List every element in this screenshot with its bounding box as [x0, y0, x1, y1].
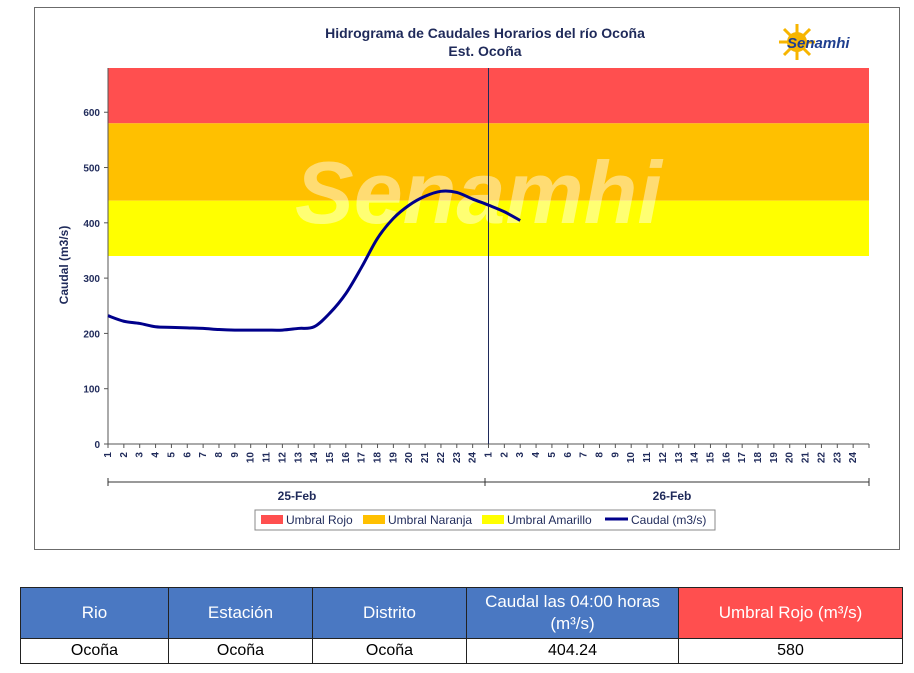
x-tick-label: 1 [484, 452, 495, 458]
cell-estacion: Ocoña [168, 638, 313, 664]
x-tick-label: 18 [753, 452, 764, 464]
y-tick-label: 100 [83, 385, 100, 396]
x-tick-label: 1 [103, 452, 114, 458]
x-tick-labels: 1 2 3 4 5 6 7 8 9 10 11 12 13 14 15 16 17 18 19 20 21 22 23 24 1… [103, 444, 870, 464]
legend-label-amarillo: Umbral Amarillo [507, 513, 592, 527]
x-tick-label: 17 [357, 452, 368, 464]
x-tick-label: 13 [674, 452, 685, 464]
summary-table: Rio Estación Distrito Caudal las 04:00 h… [20, 587, 903, 664]
x-tick-label: 20 [404, 452, 415, 464]
x-tick-label: 4 [531, 452, 542, 458]
x-tick-label: 10 [626, 452, 637, 464]
legend-swatch-naranja [363, 515, 385, 524]
y-tick-label: 200 [83, 329, 100, 340]
x-tick-label: 2 [119, 452, 130, 458]
sun-icon [779, 24, 815, 60]
x-tick-label: 4 [151, 452, 162, 458]
senamhi-logo: Senamhi [779, 24, 850, 60]
x-tick-label: 2 [499, 452, 510, 458]
x-tick-label: 11 [262, 452, 273, 463]
x-tick-label: 11 [642, 452, 653, 463]
day-axis: 25-Feb 26-Feb [107, 478, 870, 503]
legend: Umbral Rojo Umbral Naranja Umbral Amaril… [254, 509, 716, 531]
x-tick-label: 16 [721, 452, 732, 464]
y-tick-label: 300 [83, 274, 100, 285]
x-tick-label: 5 [166, 452, 177, 458]
cell-umbral-rojo: 580 [678, 638, 903, 664]
x-tick-label: 21 [801, 452, 812, 464]
x-tick-label: 21 [420, 452, 431, 464]
x-tick-label: 7 [579, 452, 590, 458]
x-tick-label: 15 [705, 452, 716, 464]
x-tick-label: 3 [135, 452, 146, 458]
x-tick-label: 18 [373, 452, 384, 464]
hydrograph-chart: Senamhi 0 100 200 300 400 500 600 Hidrograma d… [57, 24, 870, 531]
x-tick-label: 23 [452, 452, 463, 464]
x-tick-label: 9 [610, 452, 621, 458]
day-label-2: 26-Feb [653, 489, 692, 503]
x-tick-label: 9 [230, 452, 241, 458]
cell-caudal: 404.24 [466, 638, 679, 664]
chart-title: Hidrograma de Caudales Horarios del río … [325, 25, 645, 41]
header-distrito: Distrito [312, 587, 467, 639]
table-row: Ocoña Ocoña Ocoña 404.24 580 [20, 638, 903, 664]
watermark-layer: Senamhi [295, 143, 663, 242]
y-axis-label: Caudal (m3/s) [57, 226, 71, 305]
legend-label-rojo: Umbral Rojo [286, 513, 353, 527]
x-tick-label: 19 [769, 452, 780, 464]
x-tick-label: 22 [436, 452, 447, 464]
x-tick-label: 16 [341, 452, 352, 464]
y-tick-label: 600 [83, 108, 100, 119]
series-line-caudal [107, 189, 521, 332]
table-header-row: Rio Estación Distrito Caudal las 04:00 h… [20, 587, 903, 639]
x-tick-label: 5 [547, 452, 558, 458]
legend-swatch-rojo [261, 515, 283, 524]
chart-frame: Senamhi 0 100 200 300 400 500 600 Hidrograma d… [34, 7, 900, 550]
x-tick-label: 17 [737, 452, 748, 464]
x-tick-label: 8 [594, 452, 605, 458]
legend-label-naranja: Umbral Naranja [388, 513, 472, 527]
legend-swatch-amarillo [482, 515, 504, 524]
header-estacion: Estación [168, 587, 313, 639]
x-tick-label: 15 [325, 452, 336, 464]
cell-distrito: Ocoña [312, 638, 467, 664]
cell-rio: Ocoña [20, 638, 169, 664]
y-tick-label: 400 [83, 219, 100, 230]
x-tick-label: 14 [690, 452, 701, 464]
x-tick-label: 14 [309, 452, 320, 464]
x-tick-label: 24 [468, 452, 479, 464]
x-tick-label: 6 [563, 452, 574, 458]
x-tick-label: 7 [198, 452, 209, 458]
x-tick-label: 23 [832, 452, 843, 464]
x-tick-label: 20 [785, 452, 796, 464]
x-tick-label: 24 [848, 452, 859, 464]
header-caudal: Caudal las 04:00 horas (m³/s) [466, 587, 679, 639]
legend-label-caudal: Caudal (m3/s) [631, 513, 706, 527]
y-tick-label: 0 [94, 440, 100, 451]
chart-subtitle: Est. Ocoña [448, 43, 521, 59]
x-tick-label: 13 [293, 452, 304, 464]
series-layer [107, 189, 521, 332]
x-tick-label: 12 [277, 452, 288, 464]
header-umbral-rojo: Umbral Rojo (m³/s) [678, 587, 903, 639]
logo-text: Senamhi [787, 35, 850, 52]
watermark-text: Senamhi [295, 143, 663, 242]
day-label-1: 25-Feb [278, 489, 317, 503]
y-tick-label: 500 [83, 164, 100, 175]
x-tick-label: 19 [388, 452, 399, 464]
x-tick-label: 10 [246, 452, 257, 464]
x-tick-label: 12 [658, 452, 669, 464]
x-tick-label: 3 [515, 452, 526, 458]
x-tick-label: 6 [182, 452, 193, 458]
x-tick-label: 8 [214, 452, 225, 458]
header-rio: Rio [20, 587, 169, 639]
x-tick-label: 22 [816, 452, 827, 464]
